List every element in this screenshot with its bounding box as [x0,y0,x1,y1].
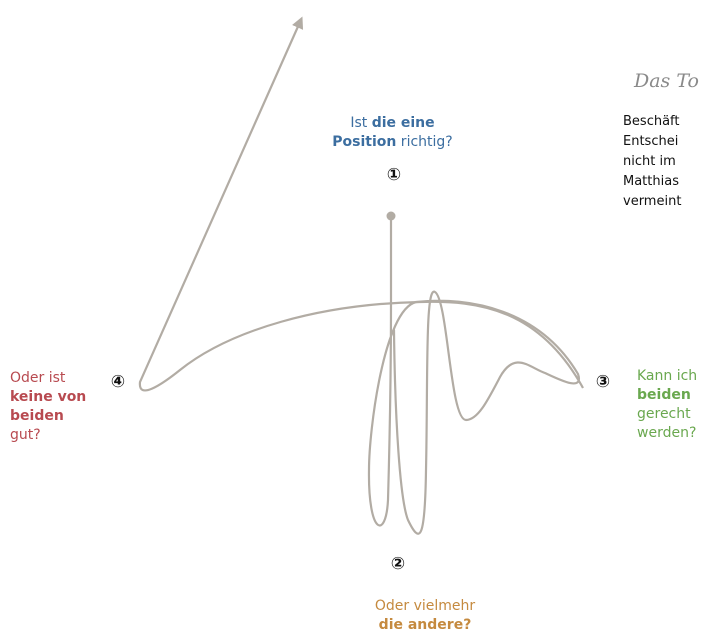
marker-four-icon: ④ [110,372,126,392]
marker-three-icon: ③ [595,372,611,392]
side-panel-title: Das To [634,70,699,92]
side-panel-line: nicht im [623,154,676,169]
marker-two-icon: ② [390,554,406,574]
side-panel-line: vermeint [623,194,682,209]
winding-decision-path [367,214,581,535]
side-panel-line: Entschei [623,134,679,149]
side-panel-line: Matthias [623,174,679,189]
marker-one-icon: ① [386,165,402,185]
arc-curve [138,16,584,392]
side-panel-text: Beschäft Entschei nicht im Matthias verm… [623,112,706,212]
position-four-label: Oder ist keine von beiden gut? [10,370,87,443]
position-three-label: Kann ich beiden gerecht werden? [637,368,698,441]
position-one-label: Ist die eine Position richtig? [332,115,453,150]
position-two-label: Oder vielmehr die andere? [374,598,476,633]
start-dot [386,211,396,221]
side-panel-line: Beschäft [623,114,680,129]
